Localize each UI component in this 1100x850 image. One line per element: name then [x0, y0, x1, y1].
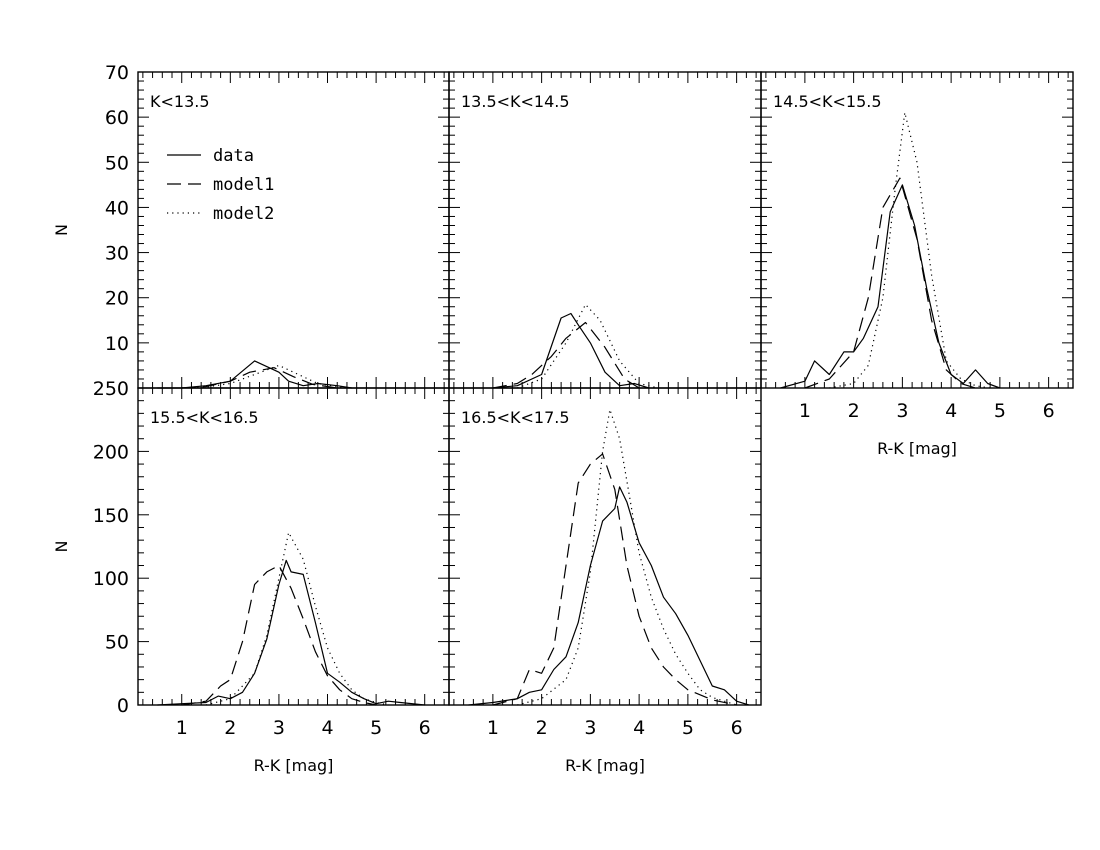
panel-4: 1 2 3 4 5 6 R-K [mag] 16.5<K<17.5	[448, 387, 762, 775]
x-tick-label: 1	[176, 717, 188, 739]
panel-label: K<13.5	[150, 92, 210, 111]
panel-0: 10 20 30 40 50 60 70 N K<13.5 data model1 model2	[52, 62, 450, 389]
panel-3: 1 2 3 4 5 6 0 50 100 150 200 250 N R-K [mag] 15.5<K<16…	[52, 378, 450, 775]
panel-label: 14.5<K<15.5	[773, 92, 882, 111]
x-tick-label: 3	[584, 717, 596, 739]
x-tick-label: 5	[370, 717, 382, 739]
y-axis-title: N	[52, 224, 71, 236]
x-tick-label: 5	[994, 400, 1006, 422]
x-tick-label: 4	[321, 717, 333, 739]
x-tick-label: 2	[224, 717, 236, 739]
legend-label-model2: model2	[213, 204, 274, 224]
y-tick-label: 10	[105, 333, 129, 355]
series-data-line	[157, 360, 352, 389]
series-model2-line	[205, 531, 389, 706]
y-tick-label: 30	[105, 243, 129, 265]
x-tick-label: 6	[731, 717, 743, 739]
series-model1-line	[181, 367, 338, 389]
x-tick-label: 6	[1043, 400, 1055, 422]
y-tick-label: 50	[105, 632, 129, 654]
y-tick-label: 150	[93, 505, 129, 527]
series-model2-line	[517, 409, 737, 706]
y-tick-label: 0	[117, 695, 129, 717]
panel-frame	[137, 71, 450, 389]
x-tick-label: 3	[896, 400, 908, 422]
series-model1-line	[492, 453, 737, 706]
series-model2-line	[517, 303, 659, 389]
x-tick-label: 1	[487, 717, 499, 739]
series-model2-line	[181, 364, 348, 389]
panel-frame	[448, 387, 762, 706]
series-model1-line	[804, 177, 976, 389]
panel-frame	[137, 387, 450, 706]
x-tick-label: 4	[633, 717, 645, 739]
series-data-line	[492, 312, 650, 389]
x-tick-label: 3	[273, 717, 285, 739]
panel-frame	[448, 71, 762, 389]
x-tick-label: 6	[419, 717, 431, 739]
y-tick-label: 20	[105, 288, 129, 310]
panel-frame	[760, 71, 1074, 389]
x-tick-label: 2	[848, 400, 860, 422]
series-data-line	[157, 559, 425, 706]
series-data-line	[468, 486, 749, 706]
y-tick-label: 200	[93, 441, 129, 463]
y-tick-label: 250	[93, 378, 129, 400]
x-tick-label: 1	[799, 400, 811, 422]
series-model1-line	[492, 321, 640, 389]
x-tick-label: 5	[682, 717, 694, 739]
x-tick-label: 2	[536, 717, 548, 739]
series-data-line	[780, 184, 1001, 389]
y-tick-label: 100	[93, 568, 129, 590]
panel-1: 13.5<K<14.5	[448, 71, 762, 389]
x-axis-title: R-K [mag]	[877, 439, 957, 458]
panel-label: 16.5<K<17.5	[461, 408, 570, 427]
x-axis-title: R-K [mag]	[565, 756, 645, 775]
x-tick-label: 4	[945, 400, 957, 422]
legend-label-model1: model1	[213, 175, 274, 195]
y-tick-label: 50	[105, 152, 129, 174]
panel-2: 1 2 3 4 5 6 R-K [mag] 14.5<K<15.5	[760, 71, 1074, 458]
panel-label: 15.5<K<16.5	[150, 408, 259, 427]
y-tick-label: 60	[105, 107, 129, 129]
y-tick-label: 70	[105, 62, 129, 84]
x-axis-title: R-K [mag]	[254, 756, 334, 775]
series-model1-line	[181, 564, 377, 706]
y-tick-label: 40	[105, 197, 129, 219]
panel-label: 13.5<K<14.5	[461, 92, 570, 111]
series-model2-line	[829, 111, 991, 389]
legend-label-data: data	[213, 146, 254, 166]
y-axis-title: N	[52, 541, 71, 553]
